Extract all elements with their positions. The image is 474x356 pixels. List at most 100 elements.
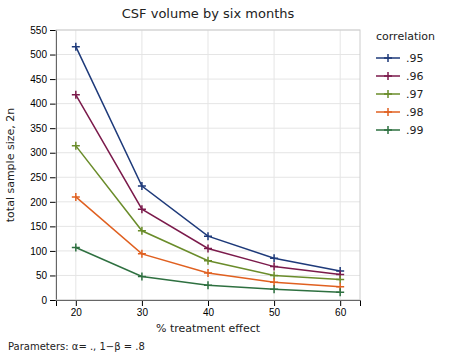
tick: 20: [71, 300, 83, 318]
tick-label: 400: [30, 98, 47, 109]
point: [72, 243, 80, 251]
legend-item: .96: [376, 70, 424, 83]
y-axis: 0 50 100 150 200 250 300 350 400 450 500 550: [30, 25, 56, 306]
tick-mark: [76, 300, 77, 306]
legend-label: .95: [406, 52, 424, 65]
tick-label: 450: [30, 74, 47, 85]
tick: 60: [335, 300, 347, 318]
tick-label: 0: [41, 295, 47, 306]
tick-mark: [50, 153, 56, 154]
point: [138, 272, 146, 280]
footnote: Parameters: α= ., 1−β = .8: [8, 341, 145, 352]
tick-mark: [208, 300, 209, 306]
tick-label: 250: [30, 172, 47, 183]
point: [270, 254, 278, 262]
tick-label: 50: [269, 307, 281, 318]
plot-area: 20 30 40 50 60 0 50 100 150 200 250 300 350 400 450 500…: [30, 25, 360, 318]
legend-item: .99: [376, 124, 424, 137]
tick-mark: [50, 104, 56, 105]
tick-mark: [50, 30, 56, 31]
legend-item: .98: [376, 106, 424, 119]
tick-label: 100: [30, 246, 47, 257]
title: CSF volume by six months: [122, 6, 295, 21]
tick: 50: [36, 270, 56, 281]
y-axis-title: total sample size, 2n: [4, 108, 17, 222]
tick: 200: [30, 197, 56, 208]
point: [72, 193, 80, 201]
series-line: [76, 197, 340, 287]
legend-marker: [384, 108, 392, 116]
tick-label: 50: [36, 270, 48, 281]
tick: 0: [41, 295, 56, 306]
legend-title: correlation: [376, 30, 435, 43]
tick-label: 150: [30, 221, 47, 232]
point: [204, 281, 212, 289]
grid-line: [340, 30, 341, 300]
point: [138, 250, 146, 258]
tick: 550: [30, 25, 56, 36]
chart: 20 30 40 50 60 0 50 100 150 200 250 300 350 400 450 500…: [0, 0, 474, 356]
tick-label: 350: [30, 123, 47, 134]
legend-marker: [384, 72, 392, 80]
legend-item: .95: [376, 52, 424, 65]
point: [204, 244, 212, 252]
tick-mark: [142, 300, 143, 306]
legend-label: .96: [406, 70, 424, 83]
tick-label: 550: [30, 25, 47, 36]
legend: correlation .95 .96 .97 .98 .99: [376, 30, 435, 137]
tick-label: 40: [203, 307, 215, 318]
tick-mark: [50, 128, 56, 129]
point: [138, 227, 146, 235]
axis-line: [57, 301, 361, 307]
tick: 30: [137, 300, 149, 318]
tick-mark: [274, 300, 275, 306]
tick: 150: [30, 221, 56, 232]
grid-line: [141, 30, 142, 300]
legend-item: .97: [376, 88, 424, 101]
tick-mark: [50, 55, 56, 56]
grid-line: [75, 30, 76, 300]
tick-mark: [50, 79, 56, 80]
point: [270, 278, 278, 286]
point: [72, 91, 80, 99]
tick: 40: [203, 300, 215, 318]
tick: 50: [269, 300, 281, 318]
point: [72, 43, 80, 51]
legend-label: .99: [406, 124, 424, 137]
x-axis-title: % treatment effect: [156, 322, 261, 335]
point: [138, 205, 146, 213]
series-line: [76, 95, 340, 275]
series-line: [76, 47, 340, 271]
tick-mark: [50, 177, 56, 178]
tick-label: 300: [30, 147, 47, 158]
tick: 100: [30, 246, 56, 257]
tick: 350: [30, 123, 56, 134]
tick-mark: [340, 300, 341, 306]
tick: 300: [30, 147, 56, 158]
legend-label: .97: [406, 88, 424, 101]
tick-label: 20: [71, 307, 83, 318]
point: [72, 142, 80, 150]
legend-marker: [384, 90, 392, 98]
legend-marker: [384, 126, 392, 134]
point: [336, 288, 344, 296]
point: [204, 257, 212, 265]
legend-marker: [384, 54, 392, 62]
point: [270, 285, 278, 293]
tick-mark: [50, 226, 56, 227]
tick-mark: [50, 300, 56, 301]
point: [138, 182, 146, 190]
tick-mark: [50, 275, 56, 276]
tick-label: 60: [335, 307, 347, 318]
tick-label: 200: [30, 197, 47, 208]
tick: 450: [30, 74, 56, 85]
tick-mark: [50, 202, 56, 203]
tick-label: 500: [30, 49, 47, 60]
series-line: [76, 146, 340, 280]
tick: 500: [30, 49, 56, 60]
point: [204, 232, 212, 240]
marks: [72, 43, 344, 296]
tick-mark: [50, 251, 56, 252]
tick-label: 30: [137, 307, 149, 318]
point: [336, 275, 344, 283]
